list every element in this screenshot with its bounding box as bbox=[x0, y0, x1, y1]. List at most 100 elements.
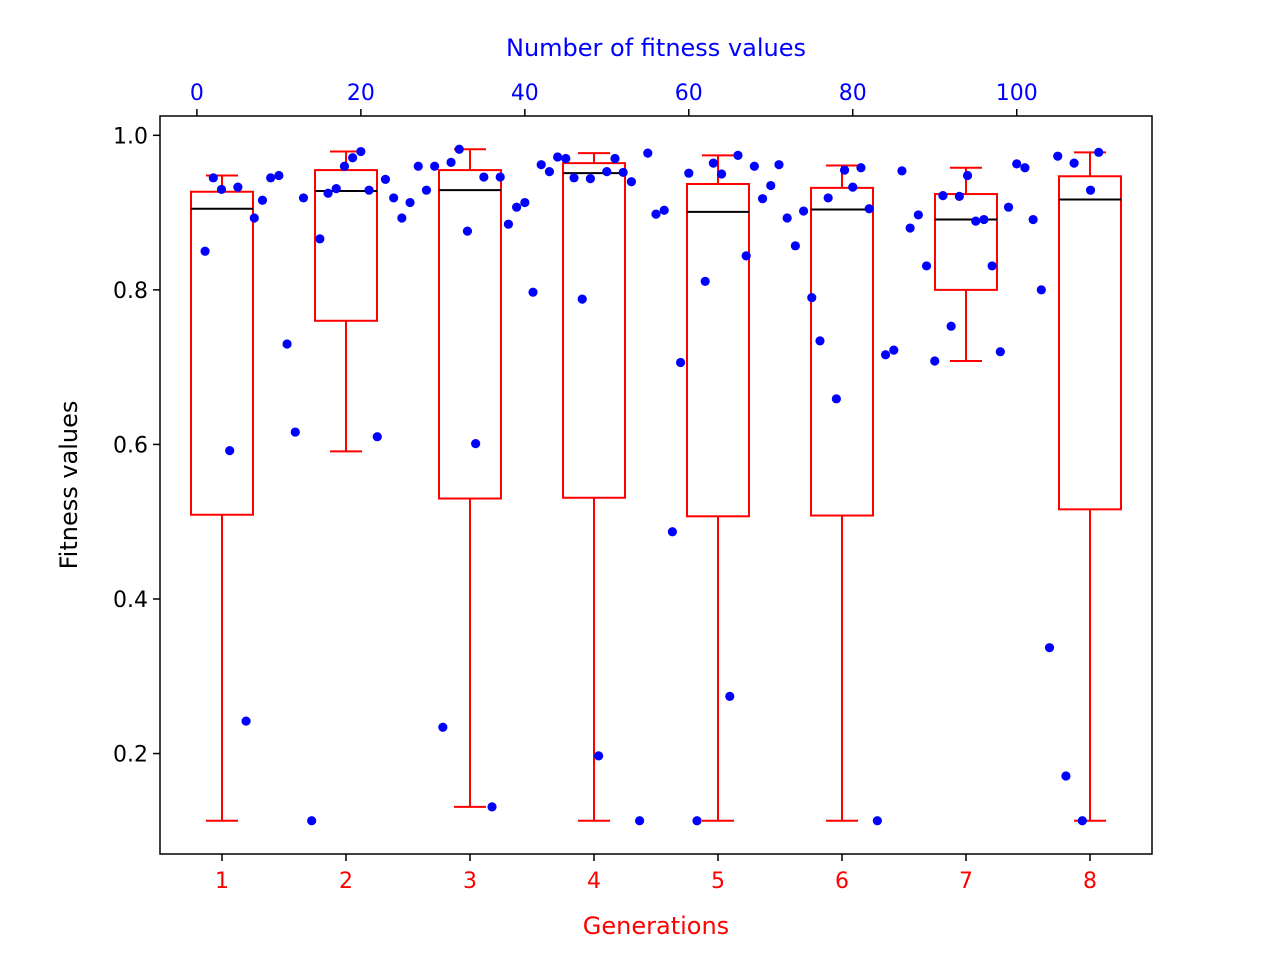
fitness-point bbox=[512, 202, 522, 212]
top-axis-label: Number of fitness values bbox=[506, 34, 806, 62]
fitness-point bbox=[257, 195, 268, 205]
fitness-point bbox=[233, 182, 243, 192]
fitness-point bbox=[503, 219, 514, 229]
fitness-point bbox=[823, 193, 833, 203]
fitness-point bbox=[979, 214, 989, 225]
fitness-point bbox=[930, 356, 940, 366]
fitness-point bbox=[716, 169, 727, 179]
box-generation-4 bbox=[562, 152, 626, 822]
fitness-point bbox=[364, 185, 374, 195]
fitness-point bbox=[1028, 214, 1038, 225]
top-x-tick-label: 0 bbox=[190, 81, 204, 106]
fitness-point bbox=[331, 184, 341, 194]
fitness-point bbox=[1094, 147, 1104, 157]
fitness-point bbox=[479, 172, 489, 182]
fitness-point bbox=[798, 206, 809, 216]
fitness-point bbox=[839, 165, 850, 175]
x-tick-label: 2 bbox=[339, 869, 353, 894]
fitness-point bbox=[971, 216, 981, 226]
fitness-point bbox=[1077, 816, 1087, 826]
fitness-point bbox=[561, 153, 571, 164]
fitness-point bbox=[594, 751, 604, 761]
fitness-point bbox=[954, 191, 964, 201]
fitness-point bbox=[848, 182, 858, 192]
fitness-point bbox=[274, 170, 284, 181]
fitness-point bbox=[938, 190, 948, 201]
fitness-point bbox=[249, 213, 259, 223]
fitness-point bbox=[766, 180, 776, 191]
fitness-point bbox=[569, 173, 579, 183]
fitness-point bbox=[495, 172, 505, 182]
fitness-point bbox=[1061, 771, 1071, 781]
fitness-point bbox=[266, 173, 276, 183]
fitness-point bbox=[1053, 151, 1063, 161]
fitness-point bbox=[585, 173, 596, 184]
fitness-point bbox=[643, 148, 653, 158]
y-axis: 0.2 0.4 0.6 0.8 1.0 bbox=[113, 124, 160, 768]
fitness-point bbox=[471, 439, 481, 449]
fitness-point bbox=[692, 816, 702, 826]
top-x-tick-label: 20 bbox=[347, 81, 375, 106]
fitness-point bbox=[774, 160, 784, 170]
box-iqr bbox=[190, 190, 254, 516]
x-axis-label: Generations bbox=[583, 912, 729, 940]
fitness-point bbox=[1085, 185, 1096, 195]
fitness-point bbox=[675, 357, 686, 368]
box-iqr bbox=[934, 193, 998, 291]
top-x-tick-label: 60 bbox=[675, 81, 703, 106]
fitness-point bbox=[626, 177, 637, 187]
fitness-point bbox=[897, 166, 907, 176]
fitness-point bbox=[864, 204, 874, 214]
fitness-point bbox=[380, 174, 391, 184]
fitness-point bbox=[790, 241, 800, 251]
fitness-point bbox=[987, 261, 997, 271]
fitness-point bbox=[757, 194, 768, 204]
fitness-point bbox=[1044, 643, 1055, 653]
fitness-point bbox=[536, 160, 546, 170]
y-axis-label: Fitness values bbox=[55, 401, 83, 570]
box-iqr bbox=[810, 186, 874, 517]
fitness-point bbox=[298, 193, 309, 203]
fitness-point bbox=[528, 287, 538, 297]
fitness-point bbox=[356, 146, 366, 157]
fitness-point bbox=[1036, 285, 1046, 295]
fitness-point bbox=[315, 234, 325, 244]
fitness-point bbox=[921, 261, 932, 271]
fitness-point bbox=[520, 197, 530, 208]
top-x-tick-label: 40 bbox=[511, 81, 539, 106]
x-tick-label: 4 bbox=[587, 869, 601, 894]
fitness-point bbox=[995, 347, 1005, 357]
fitness-point bbox=[807, 293, 817, 303]
box-generation-8 bbox=[1058, 151, 1122, 822]
fitness-point bbox=[553, 152, 563, 162]
fitness-point bbox=[667, 527, 677, 537]
scatter-points-group bbox=[200, 144, 1104, 826]
fitness-point bbox=[856, 163, 866, 173]
top-x-tick-label: 100 bbox=[996, 81, 1038, 106]
fitness-point bbox=[413, 161, 423, 171]
axes-frame bbox=[159, 115, 1153, 855]
x-axis-top: 0 20 40 60 80 100 bbox=[190, 81, 1038, 116]
fitness-point bbox=[438, 722, 448, 732]
fitness-point bbox=[216, 184, 227, 195]
fitness-point bbox=[946, 321, 956, 331]
x-tick-label: 3 bbox=[463, 869, 477, 894]
fitness-point bbox=[889, 345, 899, 355]
fitness-point bbox=[872, 816, 882, 826]
fitness-point bbox=[421, 185, 432, 195]
fitness-point bbox=[733, 150, 743, 161]
box-iqr bbox=[438, 169, 502, 500]
fitness-point bbox=[282, 339, 292, 349]
fitness-point bbox=[880, 350, 891, 360]
fitness-point bbox=[348, 153, 358, 163]
box-generation-5 bbox=[686, 154, 750, 822]
fitness-point bbox=[307, 816, 317, 826]
fitness-point bbox=[397, 213, 407, 223]
x-tick-label: 6 bbox=[835, 869, 849, 894]
fitness-point bbox=[962, 170, 973, 181]
fitness-point bbox=[1003, 202, 1014, 212]
fitness-point bbox=[339, 161, 350, 171]
fitness-point bbox=[659, 205, 669, 215]
fitness-point bbox=[430, 161, 440, 171]
